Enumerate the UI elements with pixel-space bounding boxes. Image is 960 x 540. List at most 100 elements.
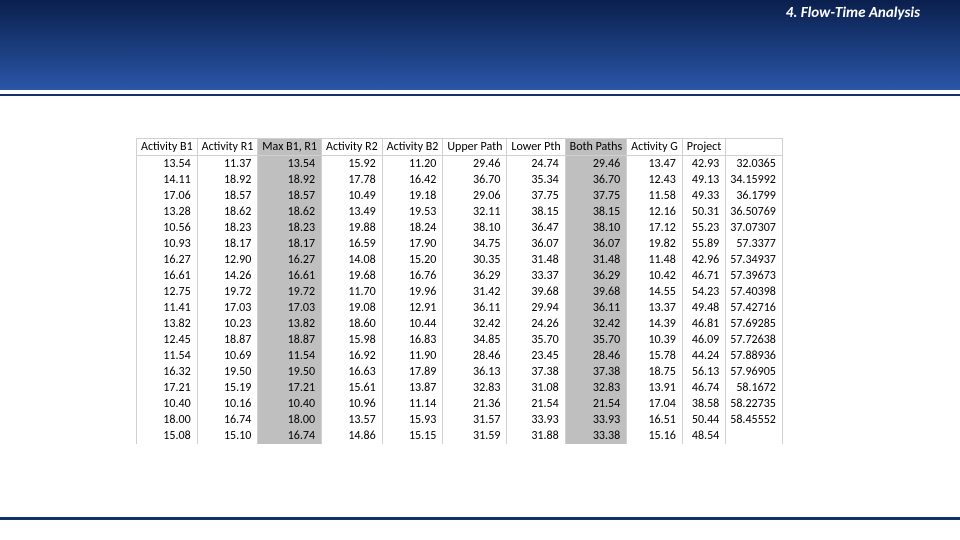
- table-cell: 57.88936: [726, 348, 783, 364]
- table-cell: 19.82: [627, 236, 683, 252]
- table-cell: 19.68: [322, 268, 383, 284]
- table-cell: 56.13: [682, 364, 725, 380]
- table-cell: 28.46: [565, 348, 627, 364]
- table-cell: 31.59: [443, 428, 507, 444]
- table-cell: 12.91: [382, 300, 443, 316]
- slide-title: 4. Flow-Time Analysis: [786, 4, 920, 22]
- table-cell: 14.86: [322, 428, 383, 444]
- table-cell: 31.48: [507, 252, 565, 268]
- table-cell: 48.54: [682, 428, 725, 444]
- table-cell: 14.55: [627, 284, 683, 300]
- table-cell: 42.93: [682, 156, 725, 173]
- table-cell: 18.60: [322, 316, 383, 332]
- table-cell: 18.92: [258, 172, 322, 188]
- table-cell: 12.75: [137, 284, 198, 300]
- table-cell: 46.81: [682, 316, 725, 332]
- table-cell: 18.62: [258, 204, 322, 220]
- table-row: 11.5410.6911.5416.9211.9028.4623.4528.46…: [137, 348, 783, 364]
- table-cell: 19.72: [197, 284, 258, 300]
- table-cell: 14.08: [322, 252, 383, 268]
- table-cell: 31.88: [507, 428, 565, 444]
- table-cell: 39.68: [565, 284, 627, 300]
- table-cell: 57.42716: [726, 300, 783, 316]
- table-cell: 10.49: [322, 188, 383, 204]
- table-row: 10.4010.1610.4010.9611.1421.3621.5421.54…: [137, 396, 783, 412]
- table-cell: 36.29: [565, 268, 627, 284]
- table-cell: 57.3377: [726, 236, 783, 252]
- table-cell: 18.00: [137, 412, 198, 428]
- table-cell: 36.70: [565, 172, 627, 188]
- table-cell: 31.48: [565, 252, 627, 268]
- table-cell: 35.34: [507, 172, 565, 188]
- table-cell: 11.54: [137, 348, 198, 364]
- table-cell: 29.46: [565, 156, 627, 173]
- table-cell: 24.74: [507, 156, 565, 173]
- table-cell: 35.70: [507, 332, 565, 348]
- table-cell: 11.20: [382, 156, 443, 173]
- table-cell: 17.06: [137, 188, 198, 204]
- table-cell: 32.83: [565, 380, 627, 396]
- table-cell: 18.17: [258, 236, 322, 252]
- table-cell: 13.82: [137, 316, 198, 332]
- table-body: 13.5411.3713.5415.9211.2029.4624.7429.46…: [137, 156, 783, 445]
- table-cell: 15.15: [382, 428, 443, 444]
- table-header-cell: Activity B1: [137, 139, 198, 156]
- table-cell: 55.23: [682, 220, 725, 236]
- table-cell: 12.45: [137, 332, 198, 348]
- table-cell: 33.93: [507, 412, 565, 428]
- table-cell: 16.32: [137, 364, 198, 380]
- table-cell: 57.72638: [726, 332, 783, 348]
- table-cell: 15.98: [322, 332, 383, 348]
- table-header-cell: Activity R1: [197, 139, 258, 156]
- table-cell: 50.31: [682, 204, 725, 220]
- table-cell: 18.23: [258, 220, 322, 236]
- table-cell: 16.42: [382, 172, 443, 188]
- table-header-cell: Activity B2: [382, 139, 443, 156]
- table-cell: 29.94: [507, 300, 565, 316]
- table-header-cell: Activity R2: [322, 139, 383, 156]
- table-cell: 18.57: [258, 188, 322, 204]
- table-cell: 15.61: [322, 380, 383, 396]
- table-cell: 54.23: [682, 284, 725, 300]
- table-cell: 18.62: [197, 204, 258, 220]
- table-cell: 10.40: [258, 396, 322, 412]
- table-cell: 13.87: [382, 380, 443, 396]
- table-cell: 15.92: [322, 156, 383, 173]
- table-cell: 21.54: [565, 396, 627, 412]
- table-cell: 11.58: [627, 188, 683, 204]
- table-cell: 10.56: [137, 220, 198, 236]
- table-cell: 11.41: [137, 300, 198, 316]
- table-cell: 32.83: [443, 380, 507, 396]
- table-cell: 36.11: [443, 300, 507, 316]
- table-cell: 12.90: [197, 252, 258, 268]
- table-cell: 36.29: [443, 268, 507, 284]
- table-cell: 17.03: [197, 300, 258, 316]
- table-cell: 46.74: [682, 380, 725, 396]
- table-row: 12.7519.7219.7211.7019.9631.4239.6839.68…: [137, 284, 783, 300]
- title-band: 4. Flow-Time Analysis: [0, 0, 960, 96]
- table-row: 16.6114.2616.6119.6816.7636.2933.3736.29…: [137, 268, 783, 284]
- table-cell: 19.50: [258, 364, 322, 380]
- table-cell: 19.72: [258, 284, 322, 300]
- table-cell: 16.61: [137, 268, 198, 284]
- table-cell: 19.96: [382, 284, 443, 300]
- table-cell: 37.07307: [726, 220, 783, 236]
- table-cell: 16.27: [137, 252, 198, 268]
- table-row: 15.0815.1016.7414.8615.1531.5931.8833.38…: [137, 428, 783, 444]
- table-cell: 21.54: [507, 396, 565, 412]
- table-cell: 15.19: [197, 380, 258, 396]
- table-cell: 16.51: [627, 412, 683, 428]
- table-cell: 24.26: [507, 316, 565, 332]
- table-cell: 33.93: [565, 412, 627, 428]
- table-cell: 32.42: [443, 316, 507, 332]
- table-cell: 50.44: [682, 412, 725, 428]
- table-cell: 13.37: [627, 300, 683, 316]
- table-cell: 16.92: [322, 348, 383, 364]
- table-cell: 31.08: [507, 380, 565, 396]
- table-cell: 16.74: [197, 412, 258, 428]
- table-cell: 38.58: [682, 396, 725, 412]
- table-cell: 15.08: [137, 428, 198, 444]
- table-cell: 19.50: [197, 364, 258, 380]
- table-cell: 32.0365: [726, 156, 783, 173]
- table-cell: 13.49: [322, 204, 383, 220]
